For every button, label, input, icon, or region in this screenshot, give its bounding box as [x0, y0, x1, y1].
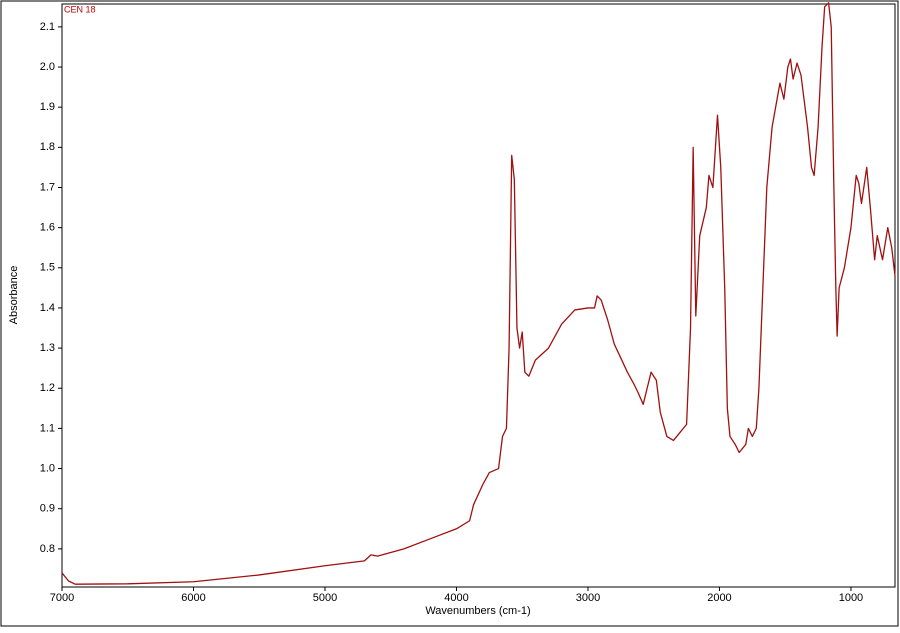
y-tick-label: 0.9	[40, 503, 55, 515]
x-tick-label: 2000	[707, 592, 731, 604]
x-tick-label: 3000	[576, 592, 600, 604]
y-tick-label: 1.9	[40, 101, 55, 113]
y-tick-label: 1.7	[40, 181, 55, 193]
x-axis-label: Wavenumbers (cm-1)	[425, 605, 530, 617]
x-tick-label: 6000	[181, 592, 205, 604]
x-tick-label: 1000	[839, 592, 863, 604]
y-tick-label: 1.8	[40, 141, 55, 153]
y-axis-label: Absorbance	[8, 266, 20, 325]
plot-area	[61, 3, 896, 588]
y-tick-label: 1.4	[40, 302, 55, 314]
y-tick-label: 2.1	[40, 21, 55, 33]
y-tick-label: 2.0	[40, 61, 55, 73]
y-tick-label: 1.6	[40, 222, 55, 234]
x-tick-label: 5000	[313, 592, 337, 604]
y-tick-label: 1.5	[40, 262, 55, 274]
x-tick-label: 7000	[50, 592, 74, 604]
y-tick-label: 1.2	[40, 382, 55, 394]
spectrum-line	[61, 2, 896, 585]
x-tick-label: 4000	[444, 592, 468, 604]
y-tick-label: 0.8	[40, 543, 55, 555]
y-tick-label: 1.3	[40, 342, 55, 354]
annotation: CEN 18	[64, 4, 96, 14]
y-tick-label: 1.0	[40, 462, 55, 474]
y-tick-label: 1.1	[40, 422, 55, 434]
